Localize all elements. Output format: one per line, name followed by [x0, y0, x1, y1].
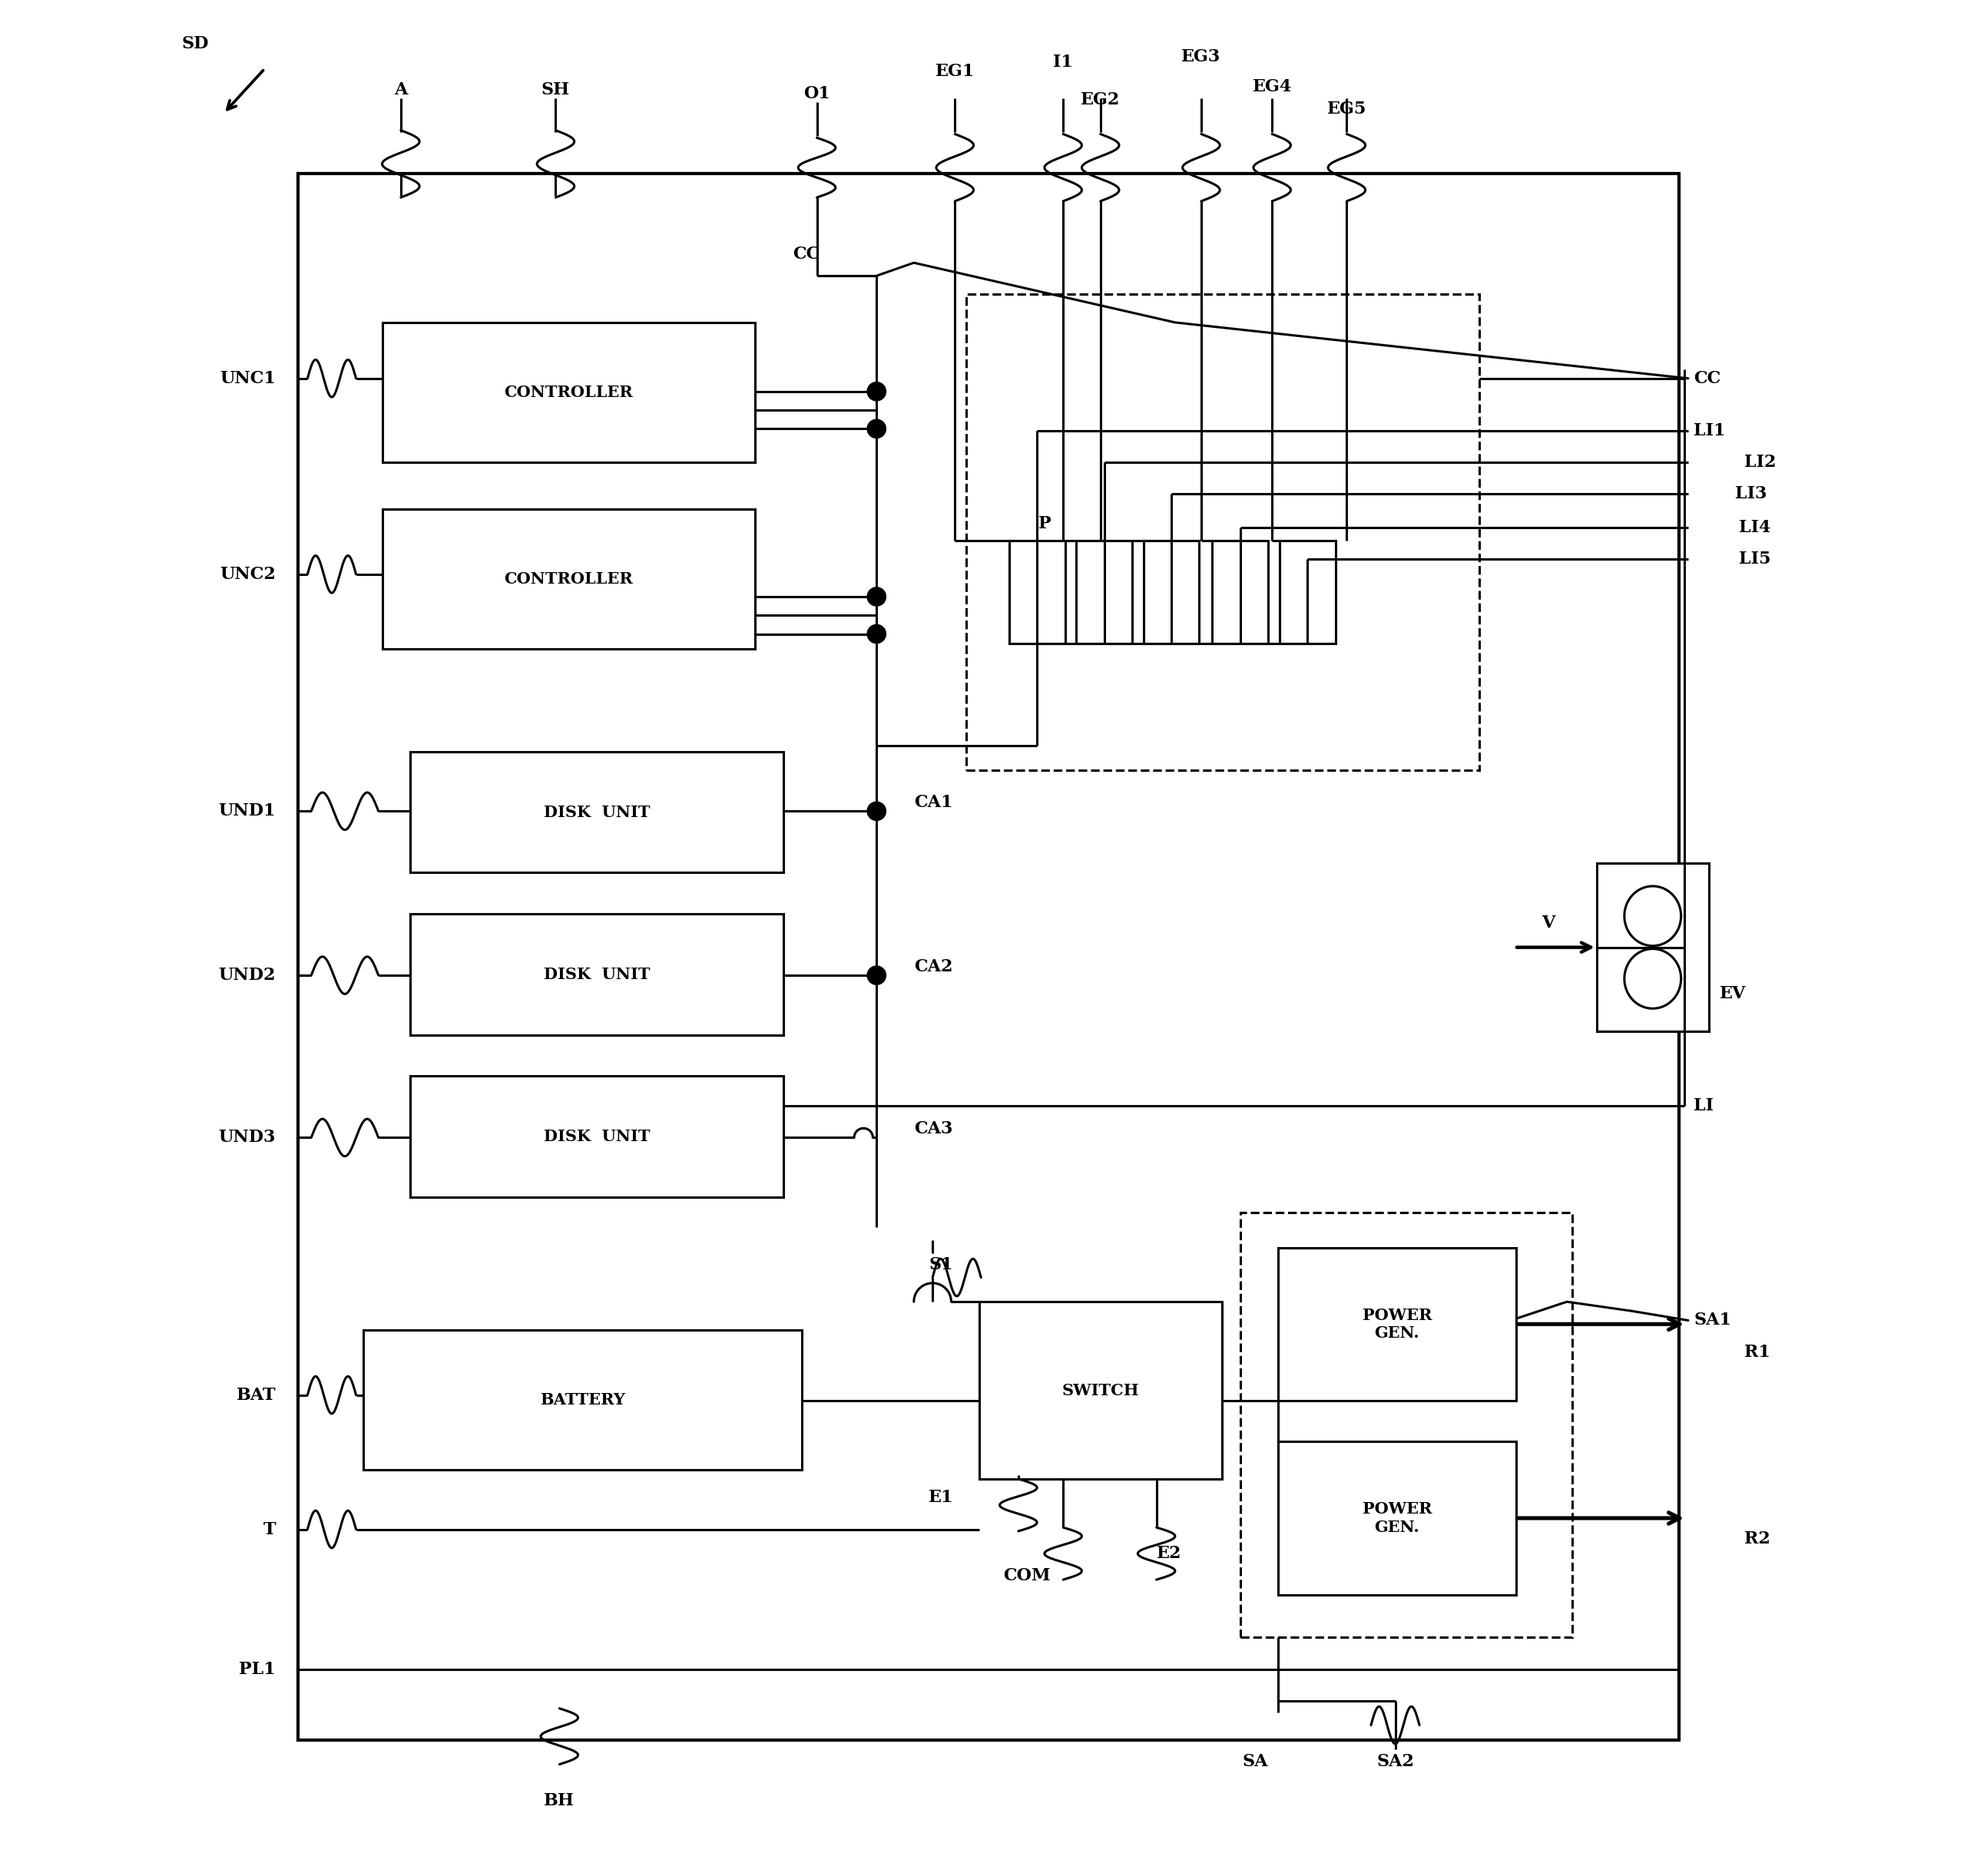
Text: LI: LI: [1694, 1097, 1714, 1114]
Text: CC: CC: [1694, 370, 1720, 386]
Text: DISK  UNIT: DISK UNIT: [544, 966, 650, 981]
Text: BAT: BAT: [235, 1386, 277, 1403]
Circle shape: [868, 966, 886, 985]
Text: UND1: UND1: [219, 803, 277, 820]
Text: POWER
GEN.: POWER GEN.: [1362, 1501, 1431, 1535]
Text: T: T: [263, 1521, 277, 1538]
Text: SWITCH: SWITCH: [1062, 1383, 1139, 1398]
Text: V: V: [1542, 915, 1554, 932]
Text: CA1: CA1: [913, 794, 953, 810]
Text: EG3: EG3: [1182, 49, 1222, 66]
Text: UND2: UND2: [219, 966, 277, 983]
Bar: [1240, 1212, 1572, 1638]
Text: A: A: [393, 83, 407, 99]
Text: O1: O1: [803, 86, 830, 103]
Text: SA1: SA1: [1694, 1311, 1732, 1328]
Text: PL1: PL1: [239, 1660, 277, 1677]
Text: UND3: UND3: [219, 1129, 277, 1146]
Bar: [1143, 540, 1200, 643]
Text: CONTROLLER: CONTROLLER: [504, 385, 633, 400]
Text: S1: S1: [929, 1257, 953, 1274]
Bar: [409, 914, 783, 1036]
Text: I1: I1: [1054, 54, 1074, 71]
Text: POWER
GEN.: POWER GEN.: [1362, 1308, 1431, 1341]
Bar: [967, 295, 1479, 771]
Text: E2: E2: [1157, 1546, 1182, 1563]
Text: BATTERY: BATTERY: [540, 1392, 625, 1407]
Bar: [382, 508, 755, 649]
Text: CC: CC: [793, 246, 820, 263]
Bar: [409, 752, 783, 872]
Bar: [979, 1302, 1222, 1478]
Text: DISK  UNIT: DISK UNIT: [544, 805, 650, 820]
Text: BH: BH: [544, 1792, 575, 1808]
Text: LI3: LI3: [1734, 486, 1767, 503]
Text: EG1: EG1: [935, 64, 975, 81]
Circle shape: [868, 587, 886, 606]
Bar: [364, 1330, 803, 1469]
Text: SA2: SA2: [1376, 1754, 1414, 1771]
Text: SA: SA: [1242, 1754, 1267, 1771]
Text: CA2: CA2: [913, 959, 953, 976]
Text: UNC1: UNC1: [219, 370, 277, 386]
Text: LI1: LI1: [1694, 422, 1726, 439]
Text: CONTROLLER: CONTROLLER: [504, 572, 633, 587]
Text: EV: EV: [1720, 985, 1746, 1002]
Bar: [409, 1077, 783, 1197]
Text: LI2: LI2: [1744, 454, 1775, 471]
Text: EG5: EG5: [1327, 99, 1366, 118]
Circle shape: [868, 383, 886, 401]
Bar: [1212, 540, 1269, 643]
Text: SH: SH: [542, 83, 569, 99]
Text: R2: R2: [1744, 1531, 1769, 1548]
Text: CA3: CA3: [913, 1120, 953, 1137]
Text: LI5: LI5: [1738, 552, 1769, 568]
Bar: [1277, 1248, 1516, 1401]
Circle shape: [868, 801, 886, 820]
Text: EG2: EG2: [1081, 92, 1121, 109]
Text: UNC2: UNC2: [219, 567, 277, 583]
Bar: [299, 173, 1678, 1741]
Bar: [1075, 540, 1133, 643]
Bar: [1279, 540, 1336, 643]
Text: DISK  UNIT: DISK UNIT: [544, 1129, 650, 1144]
Circle shape: [868, 420, 886, 439]
Text: R1: R1: [1744, 1343, 1769, 1360]
Bar: [1277, 1441, 1516, 1595]
Text: P: P: [1038, 516, 1052, 533]
Text: COM: COM: [1004, 1568, 1050, 1585]
Text: SD: SD: [182, 36, 210, 53]
Text: EG4: EG4: [1251, 79, 1291, 96]
Bar: [1008, 540, 1066, 643]
Bar: [1597, 863, 1708, 1032]
Text: E1: E1: [929, 1490, 953, 1506]
Circle shape: [868, 625, 886, 643]
Bar: [382, 323, 755, 461]
Text: LI4: LI4: [1738, 520, 1769, 537]
